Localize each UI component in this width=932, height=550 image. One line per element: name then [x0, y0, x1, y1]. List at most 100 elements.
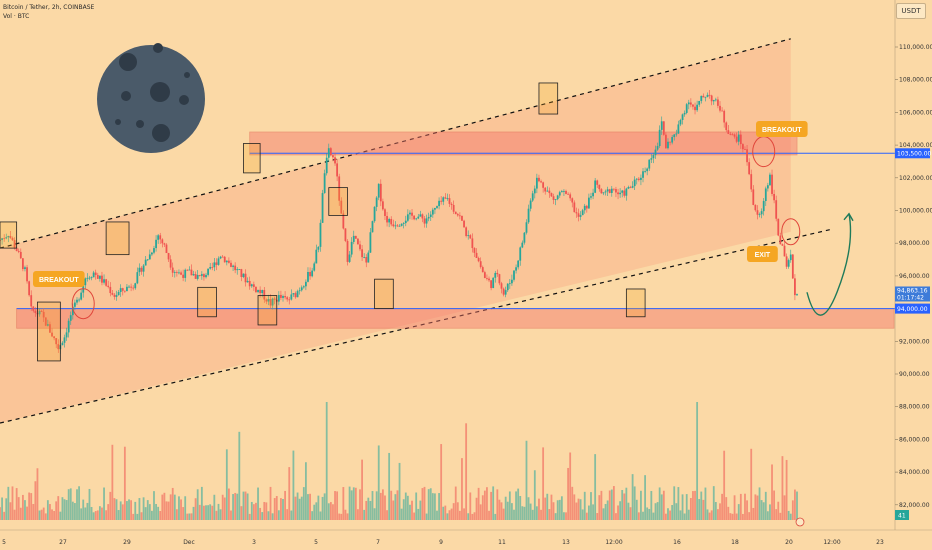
candle-body — [136, 272, 139, 284]
candle-body — [600, 189, 603, 194]
volume-bar — [571, 486, 574, 520]
candle-body — [221, 256, 224, 258]
candle-body — [679, 119, 682, 125]
candle-body — [764, 188, 767, 202]
volume-bar — [244, 491, 247, 520]
candle-body — [340, 200, 343, 214]
volume-bar — [531, 509, 534, 520]
volume-bar — [463, 508, 465, 520]
volume-bar — [211, 505, 214, 520]
candle-body — [96, 274, 99, 279]
candle-body — [392, 224, 395, 227]
candle-body — [273, 298, 276, 300]
volume-bar — [207, 505, 209, 520]
volume-bar — [80, 508, 83, 520]
candle-body — [28, 281, 31, 296]
y-tick-label: 92,000.00 — [899, 338, 930, 345]
candle-body — [257, 289, 259, 293]
volume-bar — [762, 502, 765, 520]
candle-body — [65, 332, 68, 338]
candle-body — [34, 310, 37, 314]
candle-body — [719, 105, 721, 111]
volume-bars — [0, 402, 798, 520]
candle-body — [481, 267, 484, 273]
candle-body — [361, 249, 363, 258]
candle-body — [714, 99, 717, 101]
volume-bar — [723, 450, 726, 520]
volume-bar — [511, 503, 513, 520]
candle-body — [190, 269, 193, 276]
candle-body — [302, 286, 305, 288]
volume-bar — [363, 509, 366, 520]
candle-body — [188, 269, 191, 271]
volume-bar — [771, 464, 773, 520]
candle-body — [80, 292, 83, 300]
volume-bar — [500, 502, 503, 520]
candle-body — [196, 274, 199, 279]
time-axis[interactable]: 5 27 29 Dec 3 5 7 9 11 13 12:00 16 18 20 12:00 23 — [0, 517, 932, 550]
volume-bar — [167, 501, 170, 520]
volume-bar — [192, 506, 195, 520]
candle-body — [529, 200, 532, 209]
candle-body — [594, 180, 597, 193]
candle-body — [19, 251, 22, 259]
volume-bar — [646, 507, 649, 520]
volume-bar — [275, 496, 278, 520]
candle-body — [319, 222, 322, 247]
volume-bar — [458, 510, 461, 520]
volume-bar — [242, 491, 245, 520]
candle-body — [698, 100, 701, 105]
volume-bar — [194, 498, 197, 520]
candle-body — [57, 344, 60, 350]
candle-body — [365, 257, 368, 263]
price-axis[interactable]: 110,000.00 108,000.00 106,000.00 104,000.00… — [894, 0, 932, 530]
candle-body — [602, 192, 605, 194]
volume-legend: Vol · BTC — [3, 13, 30, 20]
volume-bar — [282, 498, 284, 520]
volume-bar — [200, 486, 203, 520]
volume-bar — [134, 501, 137, 520]
volume-bar — [504, 496, 507, 520]
candle-body — [76, 299, 78, 303]
candle-body — [479, 261, 482, 268]
candle-body — [700, 95, 703, 101]
volume-bar — [423, 486, 426, 520]
candle-body — [5, 237, 8, 239]
volume-bar — [517, 488, 520, 520]
price-marker-bg-1 — [895, 303, 930, 314]
volume-bar — [733, 495, 736, 520]
candle-body — [211, 267, 214, 268]
volume-bar — [59, 511, 62, 520]
candle-body — [656, 146, 659, 150]
y-tick-label: 102,000.00 — [899, 175, 932, 182]
volume-bar — [679, 510, 682, 520]
volume-bar — [758, 487, 761, 520]
candle-body — [209, 267, 212, 269]
candle-body — [242, 273, 245, 278]
volume-bar — [658, 487, 661, 520]
candle-body — [550, 193, 553, 197]
candle-body — [265, 299, 268, 302]
candle-body — [642, 171, 644, 178]
volume-bar — [302, 487, 305, 520]
volume-bar — [161, 494, 164, 520]
volume-bar — [456, 502, 459, 520]
candle-body — [402, 223, 405, 224]
volume-bar — [409, 504, 411, 520]
candle-body — [184, 269, 187, 278]
candle-body — [577, 213, 580, 217]
volume-bar — [357, 509, 359, 520]
moon-disc — [97, 45, 205, 153]
candle-body — [637, 178, 640, 180]
currency-button[interactable]: USDT — [896, 3, 926, 19]
y-tick-label: 100,000.00 — [899, 208, 932, 215]
volume-bar — [11, 486, 14, 520]
candle-body — [538, 177, 540, 182]
volume-bar — [3, 511, 6, 520]
volume-bar — [515, 491, 517, 520]
volume-bar — [309, 493, 311, 520]
volume-bar — [550, 494, 553, 520]
candle-body — [556, 195, 559, 200]
exit-circle — [781, 218, 801, 246]
